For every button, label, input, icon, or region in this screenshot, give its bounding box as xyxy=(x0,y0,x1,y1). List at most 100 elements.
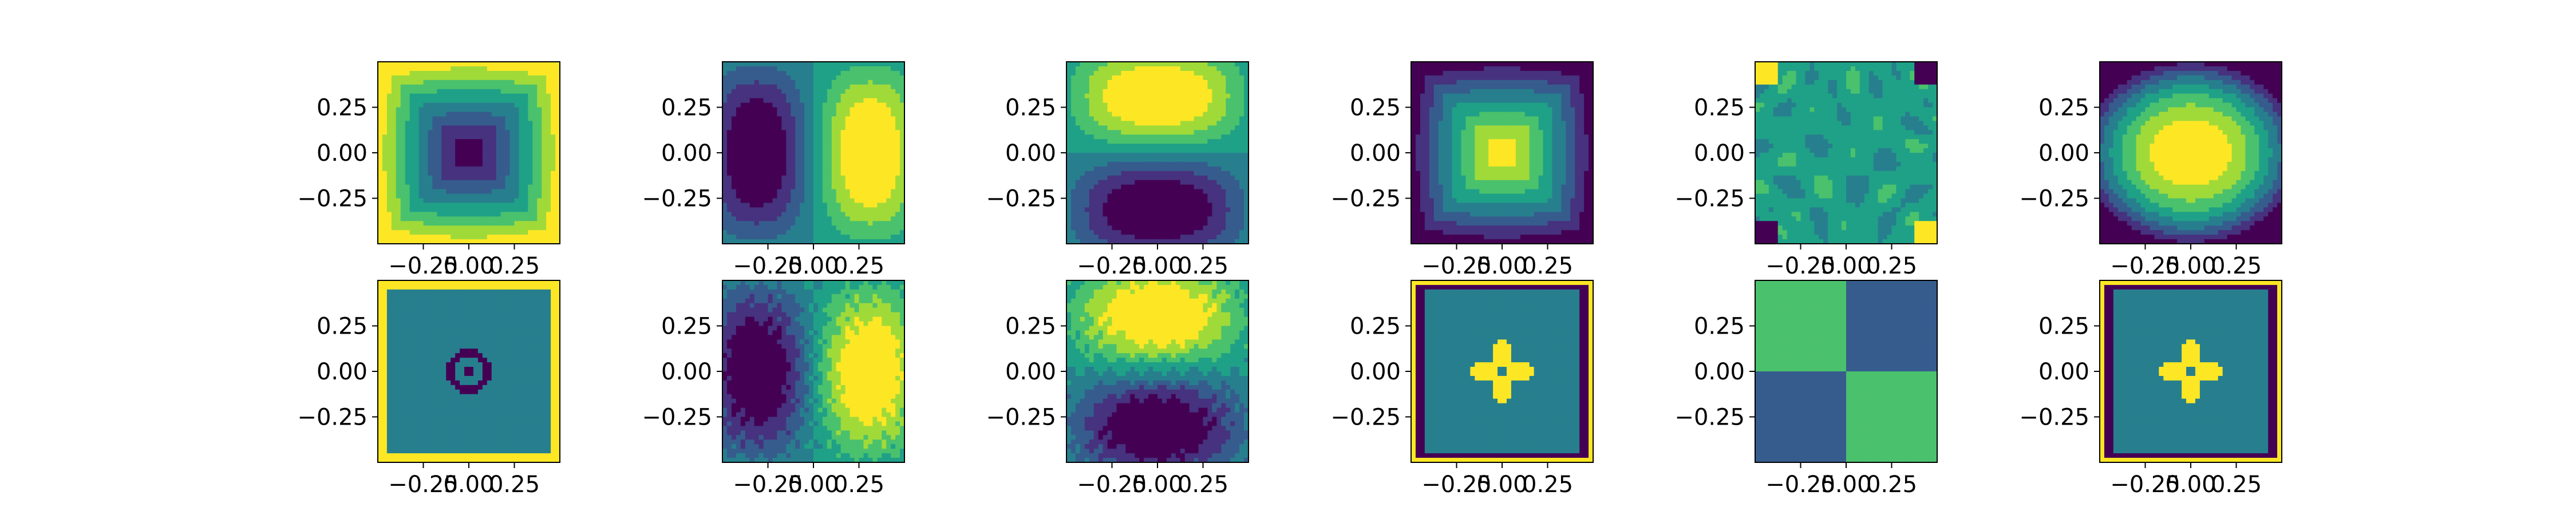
y-tick-label: −0.25 xyxy=(297,186,368,212)
heatmap-cell xyxy=(1153,207,1158,212)
heatmap-cell xyxy=(791,134,796,140)
heatmap-cell xyxy=(460,239,465,244)
heatmap-cell xyxy=(1070,66,1076,72)
heatmap-cell xyxy=(722,139,728,144)
heatmap-cell xyxy=(809,139,814,144)
heatmap-cell xyxy=(745,139,750,144)
heatmap-cell xyxy=(827,171,832,176)
heatmap-cell xyxy=(800,171,805,176)
heatmap-cell xyxy=(1130,175,1135,181)
heatmap-cell xyxy=(532,216,538,221)
heatmap-cell xyxy=(859,66,864,72)
heatmap-cell xyxy=(400,75,406,81)
heatmap-cell xyxy=(423,235,429,240)
heatmap-cell xyxy=(772,134,777,140)
heatmap-cell xyxy=(1148,144,1153,149)
heatmap-cell xyxy=(1175,171,1181,176)
heatmap-cell xyxy=(768,212,773,217)
heatmap-cell xyxy=(886,166,891,172)
heatmap-cell xyxy=(1161,112,1167,117)
heatmap-cell xyxy=(758,203,764,208)
heatmap-cell xyxy=(1420,193,1425,199)
heatmap-cell xyxy=(509,198,515,204)
heatmap-cell xyxy=(763,166,769,172)
heatmap-cell xyxy=(1216,157,1222,163)
heatmap-cell xyxy=(850,193,855,199)
heatmap-cell xyxy=(482,89,488,94)
heatmap-cell xyxy=(382,230,388,235)
heatmap-cell xyxy=(446,148,451,153)
heatmap-cell xyxy=(758,171,764,176)
heatmap-cell xyxy=(1420,93,1425,99)
heatmap-cell xyxy=(1121,139,1126,144)
heatmap-cell xyxy=(1116,207,1121,212)
heatmap-cell xyxy=(477,116,483,121)
heatmap-cell xyxy=(551,80,556,85)
heatmap-cell xyxy=(827,130,832,135)
heatmap-cell xyxy=(1125,125,1131,130)
heatmap-cell xyxy=(809,112,814,117)
heatmap-cell xyxy=(496,207,501,212)
heatmap-cell xyxy=(845,193,851,199)
heatmap-cell xyxy=(477,198,483,204)
heatmap-cell xyxy=(1175,221,1181,226)
heatmap-cell xyxy=(1116,125,1121,130)
heatmap-cell xyxy=(791,203,796,208)
heatmap-cell xyxy=(791,144,796,149)
heatmap-cell xyxy=(840,80,846,85)
heatmap-cell xyxy=(840,125,846,130)
heatmap-cell xyxy=(872,70,878,76)
heatmap-cell xyxy=(1070,225,1076,231)
heatmap-cell xyxy=(1098,212,1104,217)
heatmap-cell xyxy=(1098,216,1104,221)
heatmap-cell xyxy=(1107,84,1113,90)
heatmap-cell xyxy=(900,62,905,67)
heatmap-cell xyxy=(749,225,755,231)
heatmap-cell xyxy=(514,157,520,163)
heatmap-cell xyxy=(822,216,828,221)
heatmap-cell xyxy=(455,166,460,172)
heatmap-cell xyxy=(1216,144,1222,149)
heatmap-cell xyxy=(509,98,515,104)
heatmap-cell xyxy=(378,66,383,72)
heatmap-cell xyxy=(1239,112,1244,117)
heatmap-cell xyxy=(1084,193,1090,199)
heatmap-cell xyxy=(749,125,755,130)
heatmap-cell xyxy=(477,102,483,108)
heatmap-cell xyxy=(1084,75,1090,81)
heatmap-cell xyxy=(537,221,542,226)
heatmap-cell xyxy=(482,98,488,104)
heatmap-cell xyxy=(491,230,497,235)
heatmap-cell xyxy=(496,212,501,217)
heatmap-cell xyxy=(1075,153,1081,158)
heatmap-cell xyxy=(423,121,429,126)
heatmap-cell xyxy=(754,139,760,144)
heatmap-cell xyxy=(1180,235,1186,240)
heatmap-cell xyxy=(1098,171,1104,176)
heatmap-cell xyxy=(532,134,538,140)
heatmap-cell xyxy=(1107,198,1113,204)
heatmap-cell xyxy=(872,207,878,212)
heatmap-cell xyxy=(386,157,392,163)
heatmap-cell xyxy=(441,180,447,185)
heatmap-cell xyxy=(537,161,542,167)
heatmap-cell xyxy=(1226,102,1231,108)
heatmap-cell xyxy=(1194,130,1199,135)
heatmap-cell xyxy=(509,161,515,167)
heatmap-cell xyxy=(1235,216,1240,221)
heatmap-cell xyxy=(546,225,551,231)
heatmap-cell xyxy=(382,75,388,81)
heatmap-cell xyxy=(1198,125,1204,130)
heatmap-cell xyxy=(740,175,746,181)
heatmap-cell xyxy=(868,212,873,217)
heatmap-cell xyxy=(900,75,905,81)
heatmap-cell xyxy=(446,125,451,130)
heatmap-cell xyxy=(1148,107,1153,113)
heatmap-cell xyxy=(418,148,424,153)
heatmap-cell xyxy=(1112,93,1117,99)
heatmap-cell xyxy=(414,139,420,144)
heatmap-cell xyxy=(809,198,814,204)
heatmap-cell xyxy=(528,171,533,176)
heatmap-cell xyxy=(1075,125,1081,130)
heatmap-cell xyxy=(514,180,520,185)
